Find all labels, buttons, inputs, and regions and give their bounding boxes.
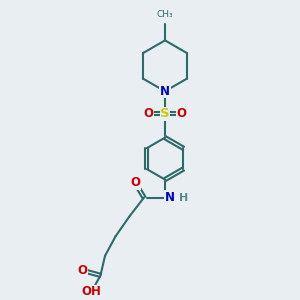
Text: H: H [178,193,188,202]
Text: OH: OH [82,285,101,298]
Text: N: N [164,191,175,204]
Text: O: O [143,107,154,120]
Text: O: O [130,176,140,189]
Text: CH₃: CH₃ [157,11,173,20]
Text: N: N [160,85,170,98]
Text: O: O [77,264,88,277]
Text: S: S [160,107,170,120]
Text: O: O [176,107,187,120]
